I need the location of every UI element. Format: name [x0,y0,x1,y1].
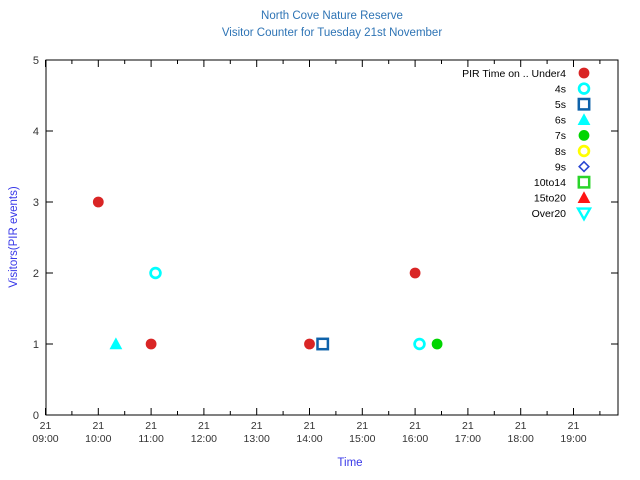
x-tick-time-label: 19:00 [560,433,586,445]
legend-label: Over20 [532,208,567,220]
legend-marker-icon [577,97,591,111]
legend-label: 5s [555,99,566,111]
x-tick-day-label: 21 [515,420,527,432]
data-point [149,266,162,280]
x-tick-day-label: 21 [92,420,104,432]
x-tick-day-label: 21 [145,420,157,432]
legend-label: 4s [555,83,566,95]
legend-label: 9s [555,161,566,173]
x-tick-day-label: 21 [40,420,52,432]
x-tick-time-label: 17:00 [455,433,481,445]
y-tick-label: 1 [33,339,39,351]
y-tick-label: 0 [33,410,39,422]
y-tick-label: 3 [33,197,39,209]
x-tick-day-label: 21 [251,420,263,432]
legend-label: 10to14 [534,177,566,189]
legend-label: 15to20 [534,193,566,205]
x-tick-day-label: 21 [568,420,580,432]
data-point [304,338,315,350]
x-tick-time-label: 18:00 [508,433,534,445]
legend-label: 8s [555,146,566,158]
data-point [109,337,123,350]
legend-marker-icon [578,130,590,141]
x-tick-time-label: 14:00 [296,433,322,445]
x-tick-day-label: 21 [304,420,316,432]
legend-marker-icon [578,160,590,173]
legend-marker-icon [575,207,593,222]
y-tick-label: 4 [33,126,39,138]
legend-label: PIR Time on .. Under4 [462,68,566,80]
legend-marker-icon [577,113,591,125]
data-point [431,338,443,350]
x-tick-time-label: 12:00 [191,433,217,445]
y-tick-label: 2 [33,268,39,280]
y-tick-label: 5 [33,55,39,67]
x-tick-time-label: 16:00 [402,433,428,445]
x-tick-day-label: 21 [198,420,210,432]
legend-marker-icon [578,67,590,79]
x-tick-time-label: 11:00 [138,433,164,445]
x-axis-label: Time [337,457,363,469]
data-point [92,196,104,208]
legend-marker-icon [577,191,591,203]
data-point [409,267,421,279]
legend-label: 6s [555,115,566,127]
legend-marker-icon [577,144,591,158]
data-point [145,338,157,350]
chart-subtitle: Visitor Counter for Tuesday 21st Novembe… [221,27,443,39]
chart-title: North Cove Nature Reserve [261,10,403,22]
legend-label: 7s [555,130,566,142]
x-tick-day-label: 21 [356,420,368,432]
x-tick-day-label: 21 [462,420,474,432]
x-tick-time-label: 15:00 [349,433,375,445]
data-point [413,337,426,351]
x-tick-day-label: 21 [409,420,421,432]
x-tick-time-label: 13:00 [244,433,270,445]
plot-border [45,59,619,416]
data-point [316,337,330,351]
x-tick-time-label: 10:00 [85,433,111,445]
legend-marker-icon [577,175,591,189]
legend-marker-icon [577,82,591,95]
x-tick-time-label: 09:00 [32,433,58,445]
